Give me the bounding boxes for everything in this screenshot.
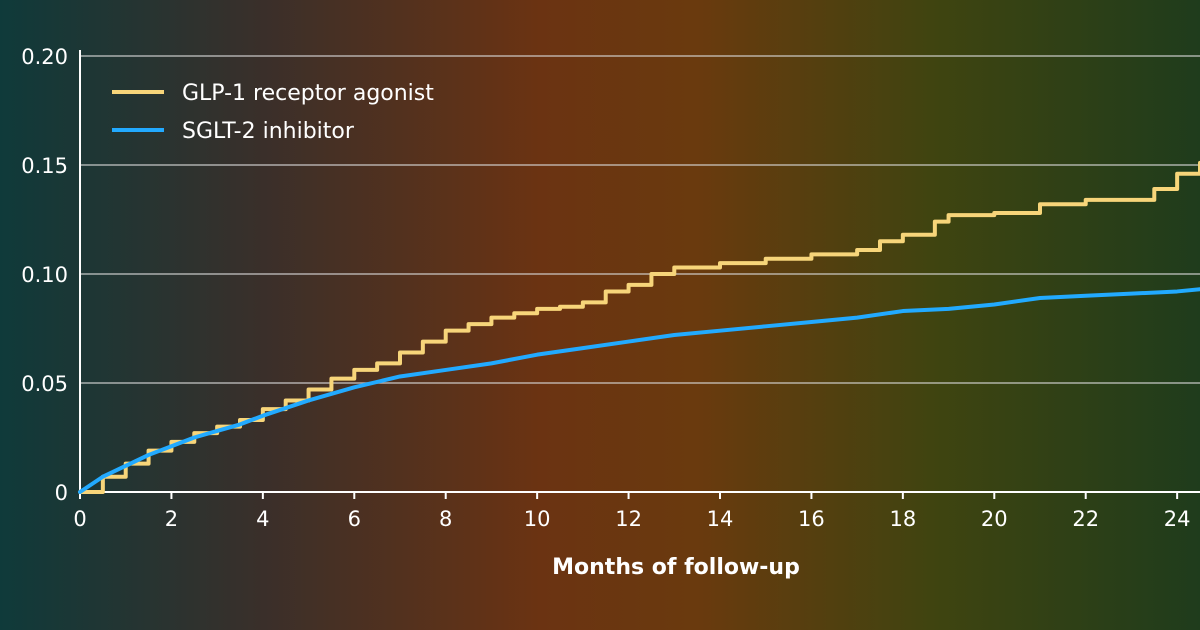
- series-line-sglt2: [78, 287, 1200, 494]
- y-tick-labels: 0 0.05 0.10 0.15 0.20: [21, 45, 68, 505]
- x-tick-label: 10: [524, 507, 551, 531]
- gridlines: [80, 55, 1200, 384]
- series-layer: [78, 160, 1200, 494]
- x-tick-label: 6: [348, 507, 361, 531]
- series-line-glp1: [78, 160, 1200, 494]
- y-tick-label: 0.20: [21, 45, 68, 69]
- x-tick-label: 12: [615, 507, 642, 531]
- legend-label-glp1: GLP-1 receptor agonist: [182, 81, 434, 106]
- x-tick-label: 18: [889, 507, 916, 531]
- y-tick-label: 0.15: [21, 154, 68, 178]
- y-tick-label: 0.05: [21, 372, 68, 396]
- x-tick-label: 8: [439, 507, 452, 531]
- y-tick-label: 0: [55, 481, 68, 505]
- x-tick-labels: 0 2 4 6 8 10 12 14 16 18 20 22 24: [73, 507, 1190, 531]
- x-tick-label: 20: [981, 507, 1008, 531]
- legend-label-sglt2: SGLT-2 inhibitor: [182, 119, 355, 144]
- x-tick-label: 14: [707, 507, 734, 531]
- x-tick-label: 16: [798, 507, 825, 531]
- x-tick-label: 0: [73, 507, 86, 531]
- x-axis-label: Months of follow-up: [552, 555, 800, 580]
- x-tick-label: 22: [1072, 507, 1099, 531]
- x-tick-label: 4: [256, 507, 269, 531]
- legend: GLP-1 receptor agonist SGLT-2 inhibitor: [112, 81, 434, 144]
- x-tick-label: 24: [1164, 507, 1191, 531]
- x-tick-label: 2: [165, 507, 178, 531]
- axes: [79, 50, 1200, 499]
- y-tick-label: 0.10: [21, 263, 68, 287]
